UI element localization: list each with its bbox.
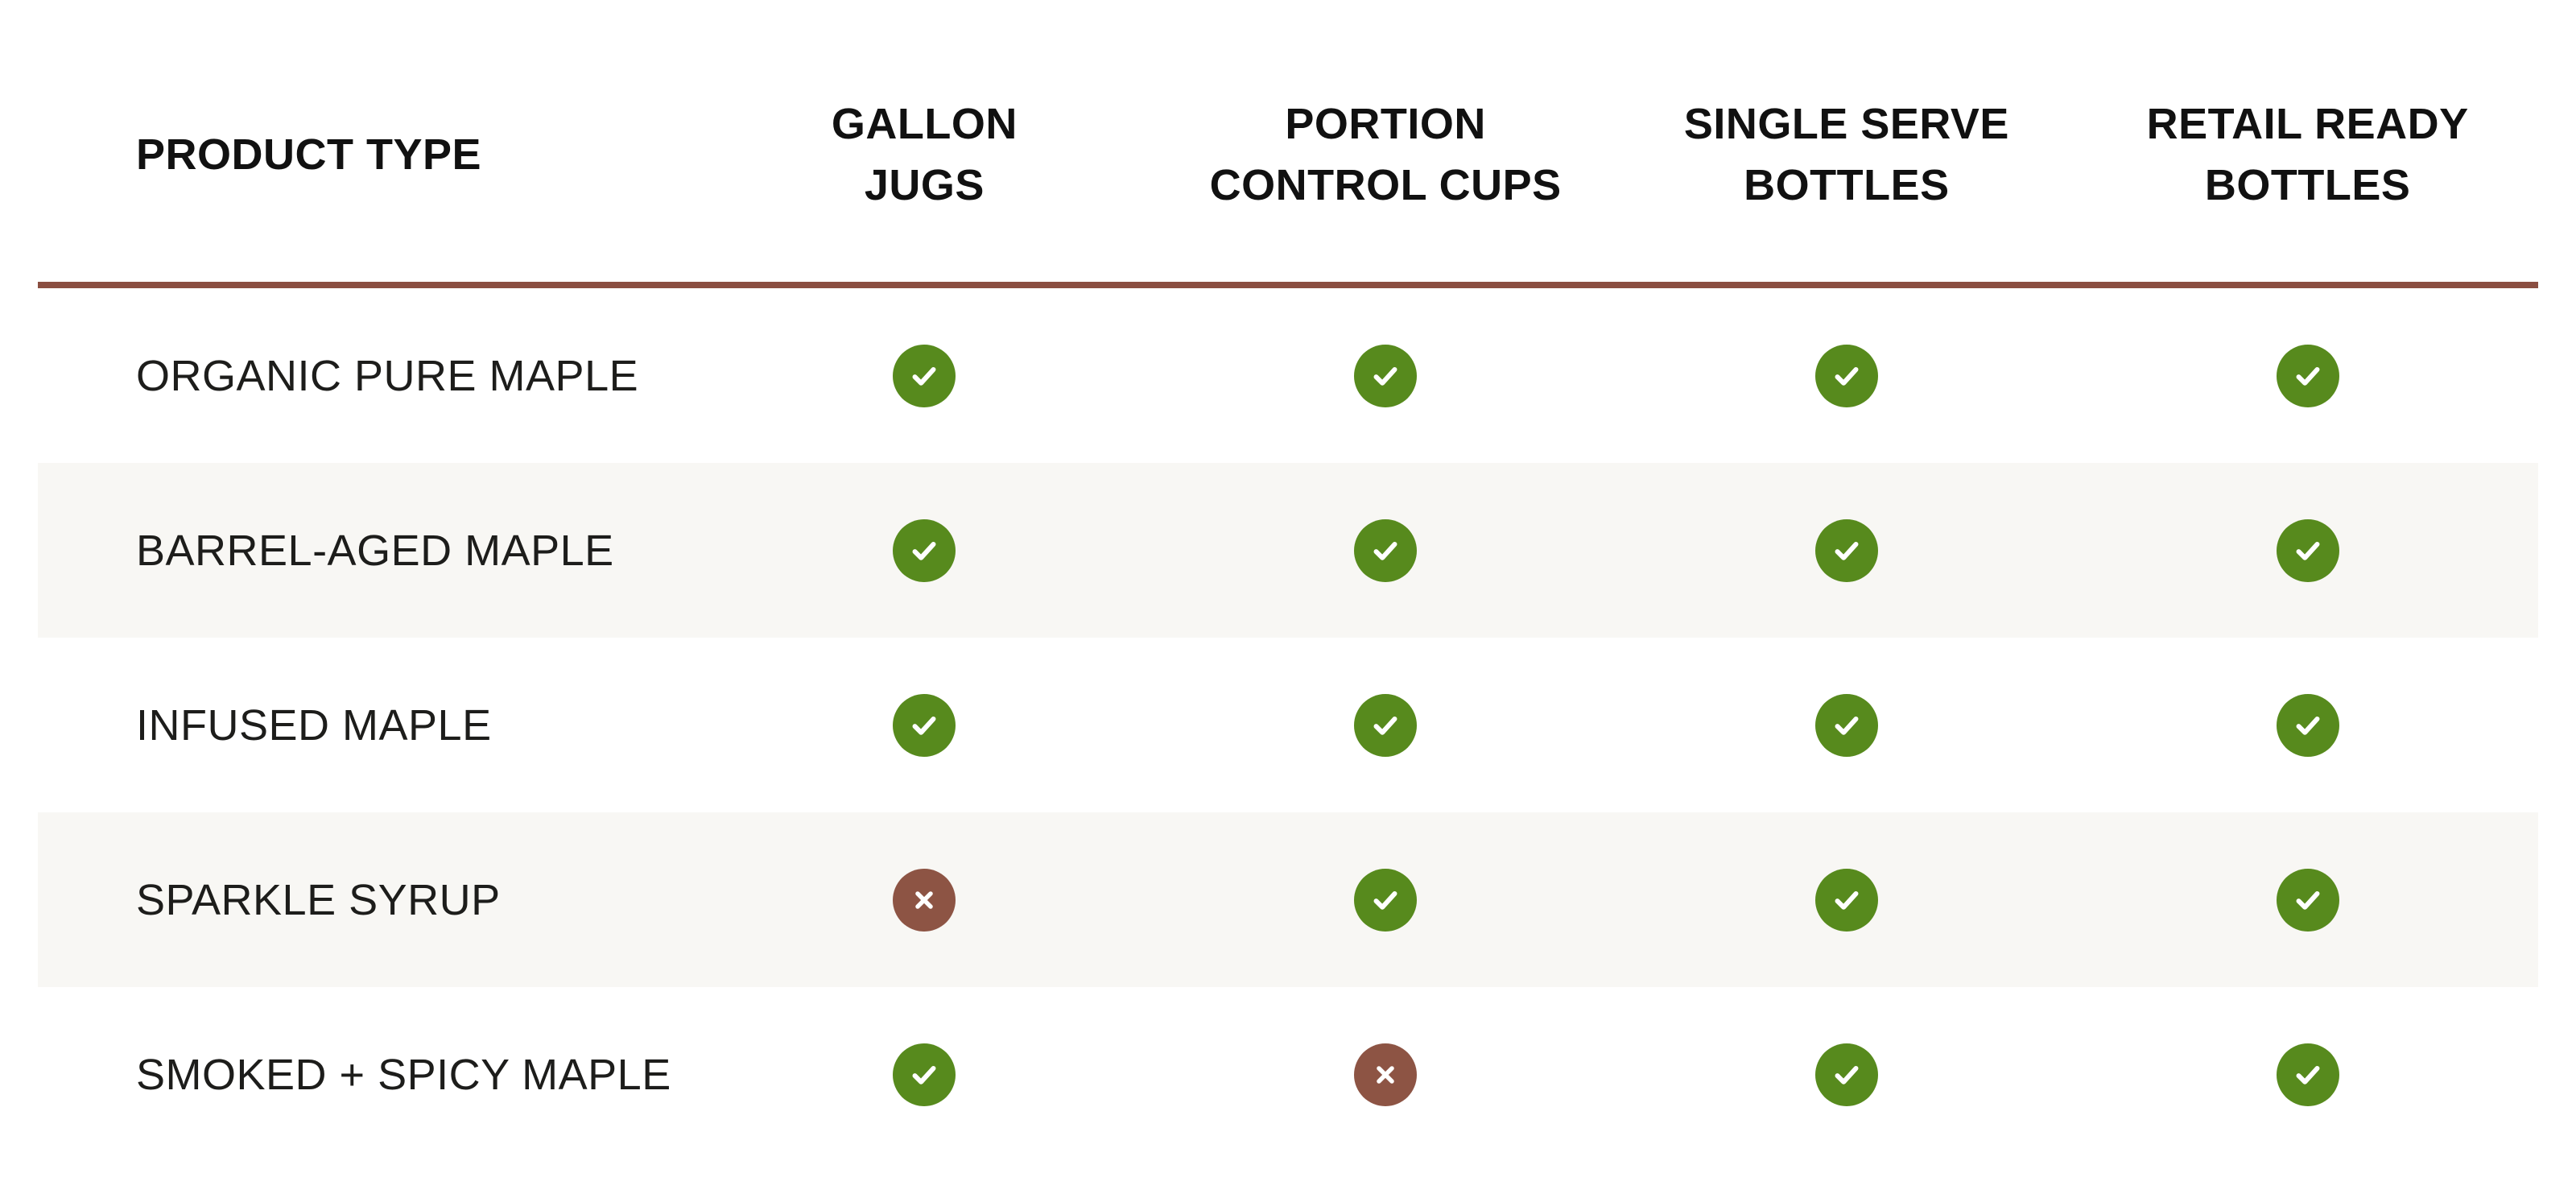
- table-body: ORGANIC PURE MAPLE BARREL-AGED MAPLE INFUS…: [38, 288, 2538, 1162]
- availability-table: PRODUCT TYPE GALLON JUGS PORTION CONTROL CU…: [38, 0, 2538, 1162]
- check-icon: [2276, 518, 2339, 582]
- availability-cell: [1616, 518, 2078, 582]
- availability-cell: [2077, 344, 2538, 407]
- product-name: BARREL-AGED MAPLE: [136, 526, 614, 575]
- check-icon: [1814, 1043, 1878, 1106]
- table-row: INFUSED MAPLE: [38, 638, 2538, 812]
- availability-cell: [1616, 1043, 2078, 1106]
- check-icon: [2276, 693, 2339, 757]
- availability-cell: [1155, 344, 1616, 407]
- column-header-line: SINGLE SERVE: [1683, 100, 2009, 148]
- column-header-line: JUGS: [864, 161, 985, 209]
- availability-cell: [694, 868, 1155, 932]
- availability-cell: [2077, 518, 2538, 582]
- check-icon: [1354, 868, 1418, 932]
- availability-cell: [2077, 693, 2538, 757]
- product-name: SMOKED + SPICY MAPLE: [136, 1050, 671, 1099]
- check-icon: [1354, 344, 1418, 407]
- availability-cell: [1616, 868, 2078, 932]
- availability-cell: [1155, 693, 1616, 757]
- column-header-line: CONTROL CUPS: [1209, 161, 1562, 209]
- availability-cell: [694, 1043, 1155, 1106]
- product-name: INFUSED MAPLE: [136, 700, 492, 750]
- table-row: SMOKED + SPICY MAPLE: [38, 987, 2538, 1162]
- check-icon: [1814, 693, 1878, 757]
- column-header-product-type: PRODUCT TYPE: [136, 130, 482, 179]
- table-header-row: PRODUCT TYPE GALLON JUGS PORTION CONTROL CU…: [38, 0, 2538, 282]
- check-icon: [2276, 868, 2339, 932]
- check-icon: [1814, 518, 1878, 582]
- check-icon: [1354, 518, 1418, 582]
- column-header-line: BOTTLES: [1744, 161, 1950, 209]
- header-divider-rule: [38, 282, 2538, 288]
- availability-cell: [2077, 868, 2538, 932]
- check-icon: [2276, 1043, 2339, 1106]
- column-header-single-serve-bottles: SINGLE SERVE BOTTLES: [1616, 93, 2078, 216]
- column-header-line: PORTION: [1285, 100, 1486, 148]
- product-name: SPARKLE SYRUP: [136, 875, 501, 924]
- availability-cell: [1155, 1043, 1616, 1106]
- availability-cell: [694, 518, 1155, 582]
- check-icon: [893, 1043, 956, 1106]
- check-icon: [893, 693, 956, 757]
- check-icon: [893, 344, 956, 407]
- table-row: SPARKLE SYRUP: [38, 812, 2538, 987]
- check-icon: [2276, 344, 2339, 407]
- x-icon: [1354, 1043, 1418, 1106]
- column-header-line: RETAIL READY: [2146, 100, 2469, 148]
- column-header-line: GALLON: [831, 100, 1018, 148]
- availability-cell: [1616, 693, 2078, 757]
- check-icon: [1354, 693, 1418, 757]
- table-row: ORGANIC PURE MAPLE: [38, 288, 2538, 463]
- column-header-line: BOTTLES: [2204, 161, 2411, 209]
- availability-cell: [1155, 868, 1616, 932]
- availability-cell: [1155, 518, 1616, 582]
- availability-cell: [694, 693, 1155, 757]
- availability-cell: [2077, 1043, 2538, 1106]
- x-icon: [893, 868, 956, 932]
- check-icon: [1814, 868, 1878, 932]
- check-icon: [893, 518, 956, 582]
- column-header-portion-control-cups: PORTION CONTROL CUPS: [1155, 93, 1616, 216]
- check-icon: [1814, 344, 1878, 407]
- availability-cell: [1616, 344, 2078, 407]
- column-header-retail-ready-bottles: RETAIL READY BOTTLES: [2077, 93, 2538, 216]
- column-header-gallon-jugs: GALLON JUGS: [694, 93, 1155, 216]
- availability-cell: [694, 344, 1155, 407]
- product-name: ORGANIC PURE MAPLE: [136, 351, 639, 400]
- table-row: BARREL-AGED MAPLE: [38, 463, 2538, 638]
